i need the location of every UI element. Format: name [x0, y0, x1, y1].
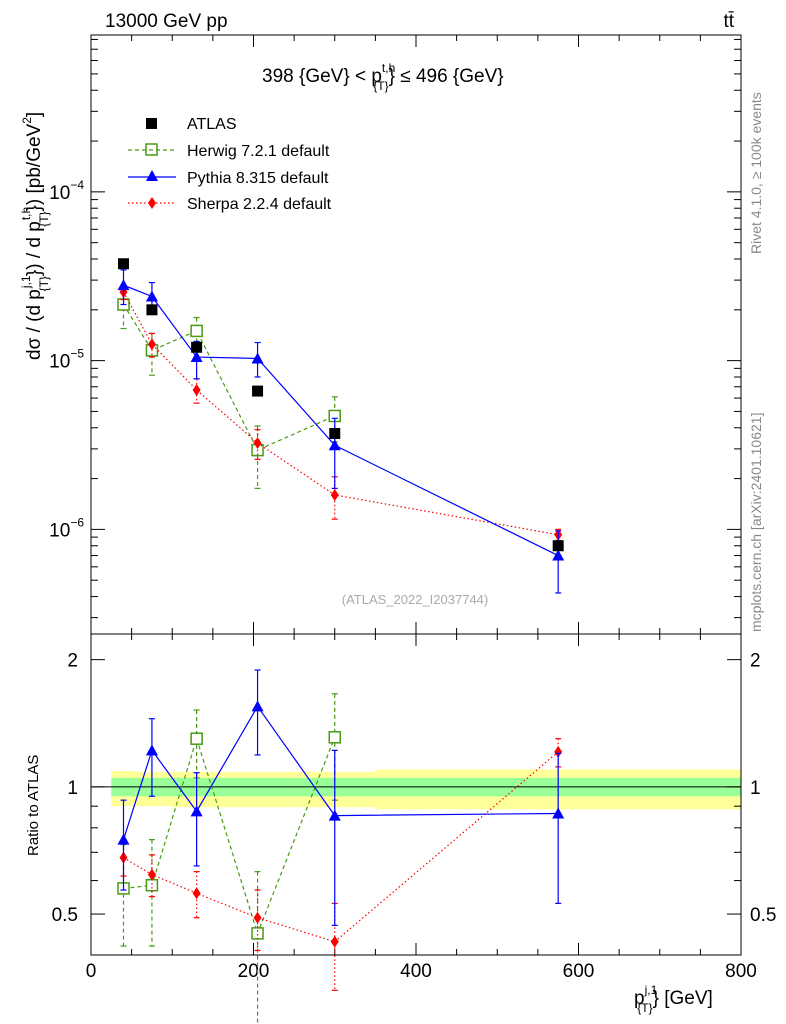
- y-tick-label: 10−5: [49, 347, 84, 373]
- herwig-line: [122, 304, 335, 451]
- ratio-tick-label-right: 2: [750, 651, 761, 672]
- x-label-sup: j,1: [644, 983, 658, 997]
- cut-label: 398 {GeV} < pt,h {T}} ≤ 496 {GeV}: [262, 61, 504, 93]
- main-y-label-d: ]: [24, 112, 45, 117]
- mcplots-label: mcplots.cern.ch [arXiv:2401.10621]: [748, 413, 764, 632]
- herwig-point: [328, 731, 341, 744]
- main-y-label-a-sup: j,1: [19, 275, 33, 289]
- y-tick-label-exp: −6: [70, 515, 84, 529]
- main-y-label-c: }) [pb/GeV: [24, 123, 45, 211]
- pythia-point: [190, 351, 203, 363]
- pythia-point: [552, 549, 565, 561]
- ratio-tick-label: 1: [67, 778, 78, 799]
- legend-label-atlas: ATLAS: [187, 116, 237, 133]
- pythia-point: [117, 279, 130, 291]
- main-y-label: dσ / (d pj,1 {T}}) / d pt,h {T}}) [pb/GeV2…: [19, 112, 51, 360]
- main-y-label-a-sub: {T}: [37, 276, 51, 291]
- sherpa-point: [253, 437, 262, 450]
- sherpa-point: [192, 887, 201, 900]
- pythia-point: [552, 807, 565, 819]
- legend-marker-atlas: [146, 118, 157, 129]
- pythia-point: [117, 833, 130, 845]
- legend-marker-herwig: [145, 143, 158, 156]
- x-tick-label: 200: [238, 961, 270, 982]
- pythia-point: [251, 700, 264, 712]
- main-y-label-b-sub: {T}: [37, 211, 51, 226]
- analysis-ref: (ATLAS_2022_I2037744): [342, 592, 488, 607]
- pythia-point: [328, 439, 341, 451]
- ratio-tick-label-right: 0.5: [750, 905, 776, 926]
- x-tick-label: 0: [86, 961, 97, 982]
- y-tick-label-exp: −5: [70, 347, 84, 361]
- y-tick-label: 10−4: [49, 178, 84, 204]
- herwig-point: [190, 732, 203, 745]
- pythia-point: [328, 809, 341, 821]
- sherpa-point: [330, 488, 339, 501]
- pythia-point: [190, 805, 203, 817]
- x-tick-label: 800: [725, 961, 757, 982]
- herwig-point: [145, 878, 159, 892]
- header-right: tt̄: [723, 11, 734, 32]
- x-label-base: p: [634, 988, 645, 1009]
- x-tick-label: 600: [563, 961, 595, 982]
- ratio-plot: 0 200 400 600 800 0.5 0.5 1 1 2 2: [52, 633, 776, 1024]
- atlas-point: [191, 341, 203, 353]
- y-tick-label-base: 10: [49, 183, 70, 204]
- pythia-point: [145, 744, 158, 756]
- ratio-y-label: Ratio to ATLAS: [25, 755, 42, 856]
- pythia-line: [123, 284, 559, 557]
- main-y-label-c-sup: 2: [20, 117, 34, 124]
- cut-label-sup: t,h: [382, 61, 395, 75]
- sherpa-point: [554, 745, 563, 758]
- sherpa-point: [330, 935, 339, 948]
- cut-label-pre: 398 {GeV} < p: [262, 66, 382, 87]
- sherpa-point: [147, 338, 156, 351]
- legend-marker-sherpa: [148, 197, 156, 209]
- main-y-label-a: dσ / (d p: [24, 289, 45, 360]
- x-tick-label: 400: [400, 961, 432, 982]
- sherpa-line: [123, 751, 559, 943]
- cut-label-sub: {T}: [373, 79, 388, 93]
- ratio-tick-label-right: 1: [750, 778, 761, 799]
- atlas-point: [552, 540, 564, 552]
- sherpa-point: [147, 868, 156, 881]
- herwig-point: [251, 927, 264, 940]
- x-label-tail: } [GeV]: [653, 988, 713, 1009]
- legend-marker-pythia: [146, 170, 158, 181]
- y-tick-label-base: 10: [49, 520, 70, 541]
- main-y-label-b-sup: t,h: [19, 207, 33, 220]
- ratio-tick-label: 0.5: [52, 905, 78, 926]
- x-axis-label: pj,1 {T}} [GeV]: [634, 983, 713, 1015]
- cut-label-post: } ≤ 496 {GeV}: [389, 66, 504, 87]
- y-tick-label-exp: −4: [70, 178, 84, 192]
- sherpa-point: [253, 911, 262, 924]
- rivet-label: Rivet 4.1.0, ≥ 100k events: [748, 92, 764, 254]
- header-left: 13000 GeV pp: [105, 11, 228, 32]
- ratio-tick-label: 2: [67, 651, 78, 672]
- y-tick-label: 10−6: [49, 515, 84, 541]
- legend-label-sherpa: Sherpa 2.2.4 default: [187, 196, 332, 213]
- atlas-point: [252, 385, 264, 397]
- y-tick-label-base: 10: [49, 352, 70, 373]
- main-y-label-b: }) / d p: [24, 221, 45, 276]
- pythia-line: [122, 705, 559, 840]
- atlas-point: [118, 258, 129, 270]
- herwig-line: [123, 736, 336, 936]
- legend-label-herwig: Herwig 7.2.1 default: [187, 143, 330, 160]
- main-plot: 10−610−510−4: [49, 34, 742, 635]
- atlas-point: [146, 304, 158, 316]
- legend: ATLAS Herwig 7.2.1 default Pythia 8.315 …: [128, 116, 332, 213]
- x-label-sub: {T}: [637, 1001, 652, 1015]
- atlas-point: [329, 428, 341, 440]
- legend-label-pythia: Pythia 8.315 default: [187, 170, 329, 187]
- herwig-point: [190, 324, 203, 338]
- pythia-point: [145, 290, 158, 302]
- pythia-point: [251, 352, 264, 364]
- sherpa-point: [192, 383, 201, 396]
